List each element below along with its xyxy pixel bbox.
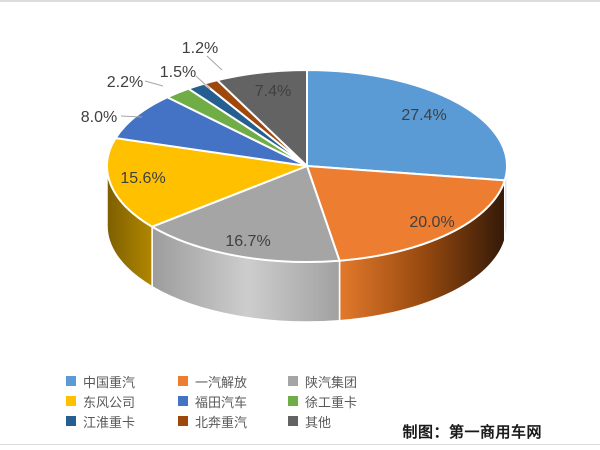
pie-slice-8 bbox=[216, 69, 308, 167]
data-label-8: 7.4% bbox=[255, 83, 291, 100]
legend-label: 徐工重卡 bbox=[305, 394, 358, 410]
chart-legend: 中国重汽 一汽解放 陕汽集团东风公司 福田汽车 徐工重卡江淮重卡 北奔重汽 其他 bbox=[66, 371, 428, 431]
legend-label: 其他 bbox=[305, 414, 332, 430]
credit-text: 制图：第一商用车网 bbox=[402, 424, 542, 441]
legend-marker-icon bbox=[66, 396, 76, 406]
legend-marker-icon bbox=[178, 396, 188, 406]
data-label-6: 1.5% bbox=[160, 64, 196, 81]
legend-item-5: 徐工重卡 bbox=[288, 392, 428, 411]
legend-marker-icon bbox=[288, 416, 298, 426]
legend-marker-icon bbox=[66, 376, 76, 386]
pie-slice-2 bbox=[151, 165, 341, 263]
legend-item-8: 其他 bbox=[288, 412, 428, 431]
legend-label: 东风公司 bbox=[83, 394, 136, 410]
data-label-4: 8.0% bbox=[81, 109, 117, 126]
legend-marker-icon bbox=[66, 416, 76, 426]
pie-slice-1 bbox=[306, 165, 506, 262]
leader-line-4 bbox=[120, 115, 143, 118]
bottom-divider bbox=[0, 444, 600, 445]
pie-slice-0 bbox=[306, 69, 508, 182]
pie-slice-3 bbox=[106, 137, 308, 228]
top-divider bbox=[0, 0, 600, 2]
legend-marker-icon bbox=[178, 416, 188, 426]
legend-label: 北奔重汽 bbox=[195, 414, 248, 430]
data-label-2: 16.7% bbox=[225, 233, 270, 250]
legend-item-7: 北奔重汽 bbox=[178, 412, 288, 431]
legend-item-4: 福田汽车 bbox=[178, 392, 288, 411]
legend-label: 福田汽车 bbox=[195, 394, 248, 410]
legend-marker-icon bbox=[178, 376, 188, 386]
data-label-7: 1.2% bbox=[182, 40, 218, 57]
legend-item-0: 中国重汽 bbox=[66, 372, 178, 391]
leader-line-5 bbox=[144, 80, 164, 87]
pie-slice-4 bbox=[114, 96, 308, 167]
data-label-5: 2.2% bbox=[107, 74, 143, 91]
legend-label: 陕汽集团 bbox=[305, 374, 358, 390]
leader-line-6 bbox=[195, 75, 211, 90]
legend-marker-icon bbox=[288, 396, 298, 406]
data-label-0: 27.4% bbox=[401, 107, 446, 124]
legend-item-6: 江淮重卡 bbox=[66, 412, 178, 431]
data-label-1: 20.0% bbox=[409, 214, 454, 231]
legend-item-3: 东风公司 bbox=[66, 392, 178, 411]
leader-line-7 bbox=[206, 55, 223, 71]
legend-label: 中国重汽 bbox=[83, 374, 136, 390]
legend-item-1: 一汽解放 bbox=[178, 372, 288, 391]
legend-marker-icon bbox=[288, 376, 298, 386]
legend-label: 江淮重卡 bbox=[83, 414, 136, 430]
data-label-3: 15.6% bbox=[120, 170, 165, 187]
legend-item-2: 陕汽集团 bbox=[288, 372, 428, 391]
legend-label: 一汽解放 bbox=[195, 374, 248, 390]
